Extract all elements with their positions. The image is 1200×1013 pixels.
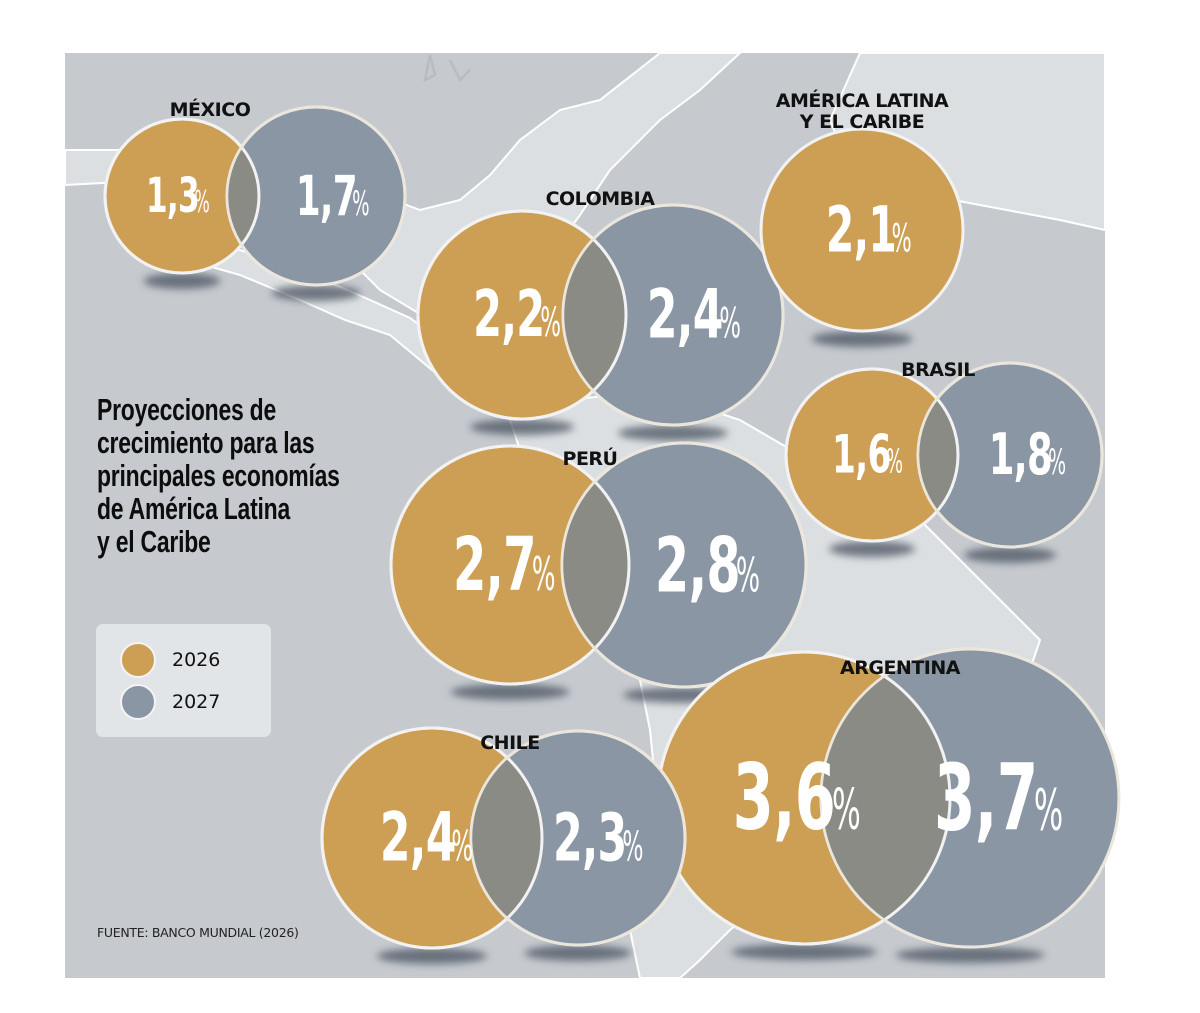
- value-unit: %: [1047, 443, 1066, 483]
- value-number: 2,3: [552, 799, 627, 877]
- bubble-outline-peru-2027: [560, 441, 808, 689]
- bubble-outline-brasil-2026: [784, 367, 960, 543]
- region-label-line: ARGENTINA: [840, 657, 960, 679]
- value-number: 2,4: [647, 275, 724, 355]
- value-label-argentina-2026: 3,6%: [694, 746, 880, 851]
- value-unit: %: [831, 777, 861, 843]
- region-label-line: Y EL CARIBE: [799, 111, 925, 133]
- value-unit: %: [886, 441, 904, 481]
- value-label-mexico-2027: 1,7%: [272, 164, 382, 228]
- region-label-colombia: COLOMBIA: [546, 189, 655, 210]
- value-label-peru-2027: 2,8%: [621, 521, 775, 610]
- region-label-brasil: BRASIL: [901, 360, 975, 381]
- shadow-mexico-2026: [143, 273, 221, 289]
- legend-label: 2027: [172, 691, 221, 713]
- value-unit: %: [718, 298, 741, 348]
- value-number: 1,3: [145, 168, 200, 224]
- bubble-outline-mexico-2026: [103, 117, 261, 275]
- region-label-line: MÉXICO: [169, 99, 251, 121]
- shadow-america-latina-y-el-caribe-2026: [811, 331, 913, 347]
- shadow-colombia-2027: [618, 425, 728, 441]
- value-label-brasil-2026: 1,6%: [809, 425, 915, 486]
- shadow-mexico-2027: [271, 285, 361, 301]
- legend-swatch-2027: [120, 684, 156, 720]
- title-line: y el Caribe: [97, 524, 211, 559]
- region-label-line: CHILE: [480, 732, 540, 754]
- overlap-chile: [471, 731, 542, 945]
- value-number: 1,8: [988, 422, 1053, 488]
- region-label-chile: CHILE: [480, 733, 540, 754]
- value-number: 3,6: [733, 745, 836, 851]
- shadow-chile-2026: [377, 948, 487, 964]
- value-label-chile-2026: 2,4%: [350, 799, 487, 878]
- title-line: Proyecciones de: [97, 392, 277, 427]
- value-label-mexico-2026: 1,3%: [125, 168, 220, 224]
- value-unit: %: [194, 185, 211, 220]
- value-number: 2,8: [654, 520, 741, 610]
- title-line: principales economías: [97, 458, 340, 493]
- bubble-outline-chile-2026: [320, 726, 544, 950]
- title-line: crecimiento para las: [97, 425, 315, 460]
- region-label-line: AMÉRICA LATINA: [775, 90, 949, 112]
- value-number: 1,7: [295, 164, 358, 228]
- value-unit: %: [352, 184, 370, 224]
- region-label-america-latina-y-el-caribe: AMÉRICA LATINA Y EL CARIBE: [776, 91, 949, 133]
- value-label-argentina-2027: 3,7%: [894, 745, 1082, 852]
- value-label-colombia-2027: 2,4%: [618, 276, 755, 355]
- value-unit: %: [622, 822, 644, 871]
- chart-title: Proyecciones de crecimiento para las pri…: [97, 393, 341, 558]
- region-label-mexico: MÉXICO: [170, 100, 251, 121]
- value-number: 2,2: [472, 278, 545, 352]
- shadow-argentina-2026: [731, 944, 877, 960]
- region-label-line: PERÚ: [562, 448, 618, 470]
- value-unit: %: [1033, 777, 1063, 844]
- bubble-outline-peru-2026: [389, 444, 631, 686]
- value-unit: %: [735, 548, 760, 604]
- bubble-outline-argentina-2027: [819, 647, 1121, 949]
- map-islands-north: [423, 54, 471, 83]
- legend-swatch-2026: [120, 642, 156, 678]
- shadow-colombia-2026: [470, 419, 574, 435]
- shadow-brasil-2027: [964, 547, 1056, 563]
- value-label-colombia-2026: 2,2%: [445, 278, 574, 352]
- shadow-brasil-2026: [829, 541, 915, 557]
- value-number: 2,4: [379, 798, 457, 878]
- bubble-outline-colombia-2027: [561, 203, 785, 427]
- region-label-line: COLOMBIA: [545, 188, 655, 210]
- value-number: 1,6: [831, 424, 891, 486]
- legend-label: 2026: [172, 649, 221, 671]
- value-number: 2,1: [825, 193, 897, 267]
- value-unit: %: [892, 216, 913, 262]
- value-number: 2,7: [452, 522, 536, 608]
- value-unit: %: [531, 547, 556, 601]
- legend-item-2026: 2026: [120, 640, 220, 680]
- overlap-argentina: [821, 652, 950, 944]
- shadow-chile-2027: [524, 945, 632, 961]
- value-unit: %: [451, 821, 474, 871]
- value-unit: %: [539, 300, 561, 346]
- region-label-peru: PERÚ: [563, 449, 618, 470]
- region-label-argentina: ARGENTINA: [840, 658, 960, 679]
- region-label-line: BRASIL: [901, 359, 975, 381]
- value-label-chile-2027: 2,3%: [524, 800, 657, 877]
- source-note: FUENTE: BANCO MUNDIAL (2026): [97, 925, 299, 940]
- bubble-outline-colombia-2026: [416, 209, 628, 421]
- title-line: de América Latina: [97, 491, 290, 526]
- bubble-america-latina-y-el-caribe-2026: [759, 127, 965, 333]
- value-label-america-latina-y-el-caribe-2026: 2,1%: [799, 194, 926, 267]
- value-label-peru-2026: 2,7%: [421, 522, 571, 608]
- legend: 2026 2027: [96, 624, 271, 737]
- bubble-outline-chile-2027: [469, 729, 687, 947]
- bubble-outline-brasil-2027: [916, 361, 1104, 549]
- shadow-argentina-2027: [895, 947, 1045, 963]
- value-label-brasil-2027: 1,8%: [964, 422, 1078, 488]
- legend-item-2027: 2027: [120, 682, 220, 722]
- bubble-outline-mexico-2027: [225, 105, 407, 287]
- shadow-peru-2026: [450, 684, 570, 700]
- value-number: 3,7: [933, 744, 1038, 852]
